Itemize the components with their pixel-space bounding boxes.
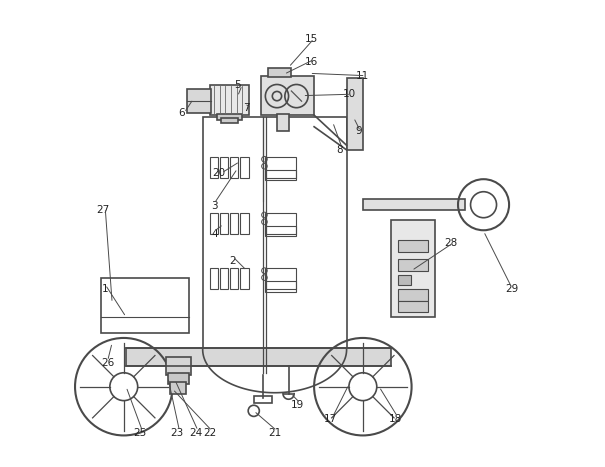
Text: 15: 15 bbox=[305, 34, 318, 43]
Bar bbox=[126, 348, 391, 366]
Bar bbox=[230, 157, 238, 178]
Bar bbox=[266, 157, 295, 178]
Bar bbox=[240, 212, 249, 234]
Bar bbox=[253, 396, 272, 403]
Bar bbox=[266, 269, 295, 289]
Bar bbox=[220, 212, 228, 234]
Bar bbox=[397, 301, 428, 312]
Text: 5: 5 bbox=[234, 80, 241, 90]
Bar bbox=[266, 226, 295, 236]
Text: 3: 3 bbox=[211, 201, 218, 211]
Bar bbox=[166, 356, 191, 375]
Text: 7: 7 bbox=[243, 103, 250, 113]
Bar bbox=[397, 259, 428, 271]
Bar bbox=[220, 157, 228, 178]
Text: 29: 29 bbox=[505, 284, 518, 294]
Bar bbox=[266, 281, 295, 291]
Bar bbox=[217, 114, 242, 120]
Text: 18: 18 bbox=[389, 414, 402, 424]
Bar bbox=[221, 118, 238, 123]
Bar bbox=[397, 275, 411, 284]
Bar bbox=[240, 157, 249, 178]
Bar bbox=[240, 269, 249, 289]
Text: 27: 27 bbox=[96, 205, 110, 215]
Bar bbox=[100, 277, 189, 333]
Bar bbox=[397, 241, 428, 252]
Text: 23: 23 bbox=[171, 428, 184, 438]
Bar bbox=[203, 117, 347, 350]
Text: 20: 20 bbox=[212, 168, 226, 178]
Text: 11: 11 bbox=[356, 71, 370, 81]
Text: 22: 22 bbox=[203, 428, 216, 438]
Bar bbox=[266, 212, 295, 234]
Text: 26: 26 bbox=[101, 359, 114, 368]
Text: 21: 21 bbox=[268, 428, 281, 438]
Text: 8: 8 bbox=[336, 145, 343, 155]
Bar bbox=[261, 76, 314, 115]
Bar bbox=[210, 85, 249, 115]
Text: 28: 28 bbox=[445, 238, 457, 248]
Bar bbox=[266, 170, 295, 180]
Bar bbox=[170, 382, 186, 394]
Bar bbox=[277, 114, 289, 131]
Bar bbox=[210, 157, 218, 178]
Text: 1: 1 bbox=[102, 284, 108, 294]
Bar bbox=[188, 89, 211, 113]
Text: 10: 10 bbox=[342, 89, 356, 99]
Bar bbox=[220, 269, 228, 289]
Bar bbox=[397, 289, 428, 301]
Text: 24: 24 bbox=[189, 428, 202, 438]
Bar bbox=[267, 68, 291, 77]
Bar bbox=[230, 212, 238, 234]
Bar bbox=[363, 198, 465, 210]
Text: 2: 2 bbox=[229, 256, 236, 266]
Bar bbox=[230, 269, 238, 289]
Bar bbox=[391, 219, 435, 317]
Text: 9: 9 bbox=[355, 127, 362, 136]
Text: 19: 19 bbox=[291, 400, 304, 410]
Bar bbox=[210, 212, 218, 234]
Text: 6: 6 bbox=[178, 108, 185, 118]
Text: 4: 4 bbox=[211, 228, 218, 239]
Bar bbox=[210, 269, 218, 289]
Text: 16: 16 bbox=[305, 57, 318, 67]
Bar bbox=[168, 373, 189, 384]
Bar bbox=[347, 78, 363, 150]
Text: 17: 17 bbox=[324, 414, 337, 424]
Text: 25: 25 bbox=[133, 428, 146, 438]
